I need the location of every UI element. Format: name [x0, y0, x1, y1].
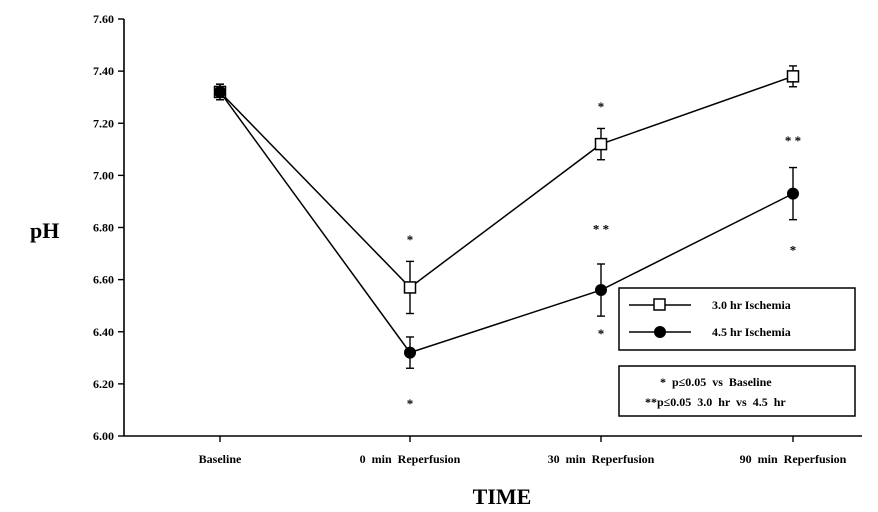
- data-point: [403, 281, 417, 294]
- significance-note: * p≤0.05 vs Baseline **p≤0.05 3.0 hr vs …: [618, 365, 856, 417]
- legend-marker-3hr: [653, 298, 666, 311]
- y-tick-label: 6.80: [93, 221, 114, 235]
- significance-note-box: [618, 365, 856, 417]
- series-line: [219, 75, 794, 289]
- significance-star: *: [598, 99, 605, 114]
- legend-marker-45hr: [654, 326, 666, 338]
- series-45hr: [214, 83, 799, 369]
- significance-star: *: [407, 232, 414, 247]
- x-axis-ticks: Baseline 0 min Reperfusion 30 min Reperfus…: [199, 436, 847, 466]
- legend: 3.0 hr Ischemia 4.5 hr Ischemia: [618, 287, 856, 351]
- y-tick-label: 6.20: [93, 377, 114, 391]
- data-point: [594, 137, 608, 151]
- series-layer: [213, 65, 800, 369]
- y-tick-label: 7.20: [93, 116, 114, 130]
- series-3hr: [213, 65, 800, 315]
- data-point: [786, 70, 800, 83]
- y-tick-label: 6.40: [93, 325, 114, 339]
- y-tick-label: 7.00: [93, 168, 114, 182]
- x-axis-label: TIME: [473, 484, 532, 509]
- x-tick-label: 30 min Reperfusion: [548, 452, 655, 466]
- note-baseline: * p≤0.05 vs Baseline: [660, 375, 772, 389]
- y-tick-label: 6.60: [93, 273, 114, 287]
- significance-star: * *: [785, 133, 801, 148]
- y-tick-label: 6.00: [93, 429, 114, 443]
- series-line: [219, 91, 794, 354]
- data-point: [787, 187, 799, 200]
- significance-markers: * * * * * * * * *: [407, 99, 801, 411]
- data-point: [595, 284, 607, 297]
- significance-star: *: [598, 326, 605, 341]
- y-axis-label: pH: [30, 218, 59, 243]
- note-group-comparison: **p≤0.05 3.0 hr vs 4.5 hr: [645, 395, 786, 409]
- data-point: [214, 85, 226, 98]
- x-tick-label: 90 min Reperfusion: [740, 452, 847, 466]
- y-tick-label: 7.40: [93, 64, 114, 78]
- significance-star: *: [790, 242, 797, 257]
- y-tick-label: 7.60: [93, 12, 114, 26]
- significance-star: *: [407, 396, 414, 411]
- legend-label-3hr: 3.0 hr Ischemia: [712, 298, 791, 312]
- x-tick-label: Baseline: [199, 452, 242, 466]
- x-tick-label: 0 min Reperfusion: [360, 452, 461, 466]
- data-point: [404, 346, 416, 359]
- y-axis-ticks: 6.00 6.20 6.40 6.60 6.80 7.00 7.20 7.40 7.60: [93, 12, 124, 443]
- legend-label-45hr: 4.5 hr Ischemia: [712, 325, 791, 339]
- significance-star: * *: [593, 222, 609, 237]
